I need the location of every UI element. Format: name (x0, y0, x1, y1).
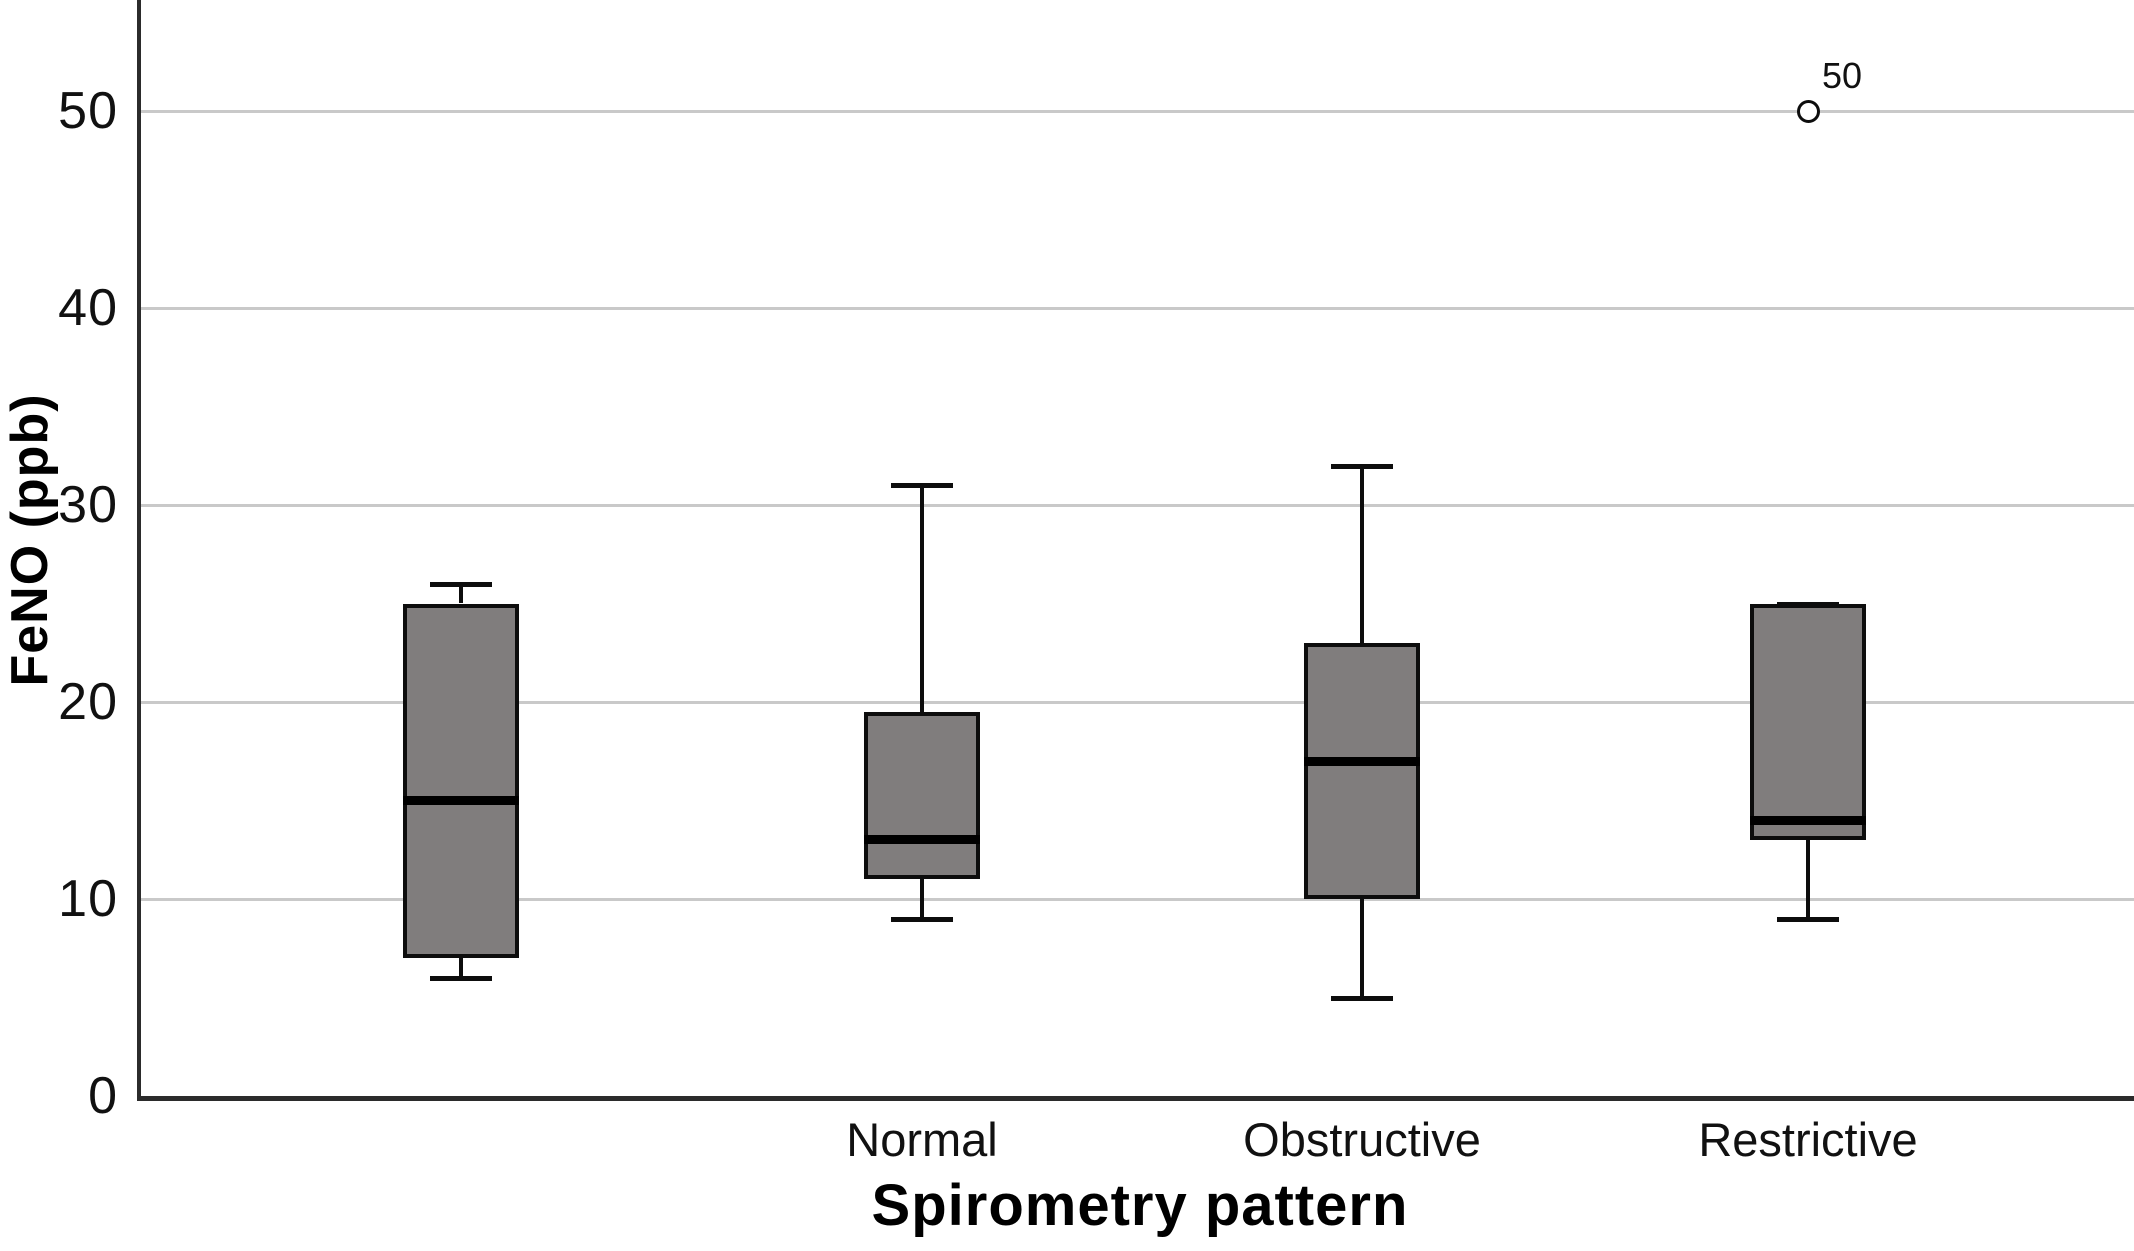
category-label-normal: Normal (846, 1113, 998, 1166)
upper-whisker (1360, 465, 1364, 643)
y-tick-label-50: 50 (58, 82, 118, 140)
upper-whisker-cap (1331, 463, 1393, 469)
y-tick-label-0: 0 (88, 1067, 118, 1125)
median-line (403, 796, 519, 805)
gridline-10 (141, 898, 2134, 901)
gridline-40 (141, 307, 2134, 310)
y-tick-label-10: 10 (58, 870, 118, 928)
y-axis-title: FeNO (ppb) (1, 393, 59, 687)
outlier-label: 50 (1822, 55, 1863, 96)
median-line (1750, 815, 1866, 825)
gridline-30 (141, 504, 2134, 507)
lower-whisker-cap (891, 916, 953, 922)
lower-whisker-cap (1777, 916, 1839, 922)
lower-whisker (920, 879, 924, 919)
upper-whisker (459, 583, 463, 604)
iqr-box (1304, 642, 1420, 899)
outlier-point (1797, 100, 1820, 123)
y-axis-line (137, 0, 141, 1101)
median-line (1304, 756, 1420, 766)
iqr-box (1750, 603, 1866, 840)
upper-whisker-cap (891, 483, 953, 489)
x-axis-title: Spirometry pattern (871, 1173, 1409, 1238)
lower-whisker (1360, 899, 1364, 998)
y-tick-label-20: 20 (58, 673, 118, 731)
gridline-50 (141, 110, 2134, 113)
iqr-box (403, 603, 519, 959)
lower-whisker (1806, 839, 1810, 919)
lower-whisker-cap (1331, 995, 1393, 1001)
lower-whisker (459, 958, 463, 978)
x-axis-line (137, 1096, 2134, 1101)
upper-whisker-cap (430, 581, 492, 587)
category-label-restrictive: Restrictive (1698, 1113, 1918, 1166)
upper-whisker (920, 485, 924, 712)
median-line (864, 835, 980, 845)
category-label-obstructive: Obstructive (1243, 1113, 1481, 1166)
y-tick-label-40: 40 (58, 279, 118, 337)
y-tick-label-30: 30 (58, 476, 118, 534)
iqr-box (864, 711, 980, 880)
gridline-20 (141, 701, 2134, 704)
lower-whisker-cap (430, 975, 492, 981)
